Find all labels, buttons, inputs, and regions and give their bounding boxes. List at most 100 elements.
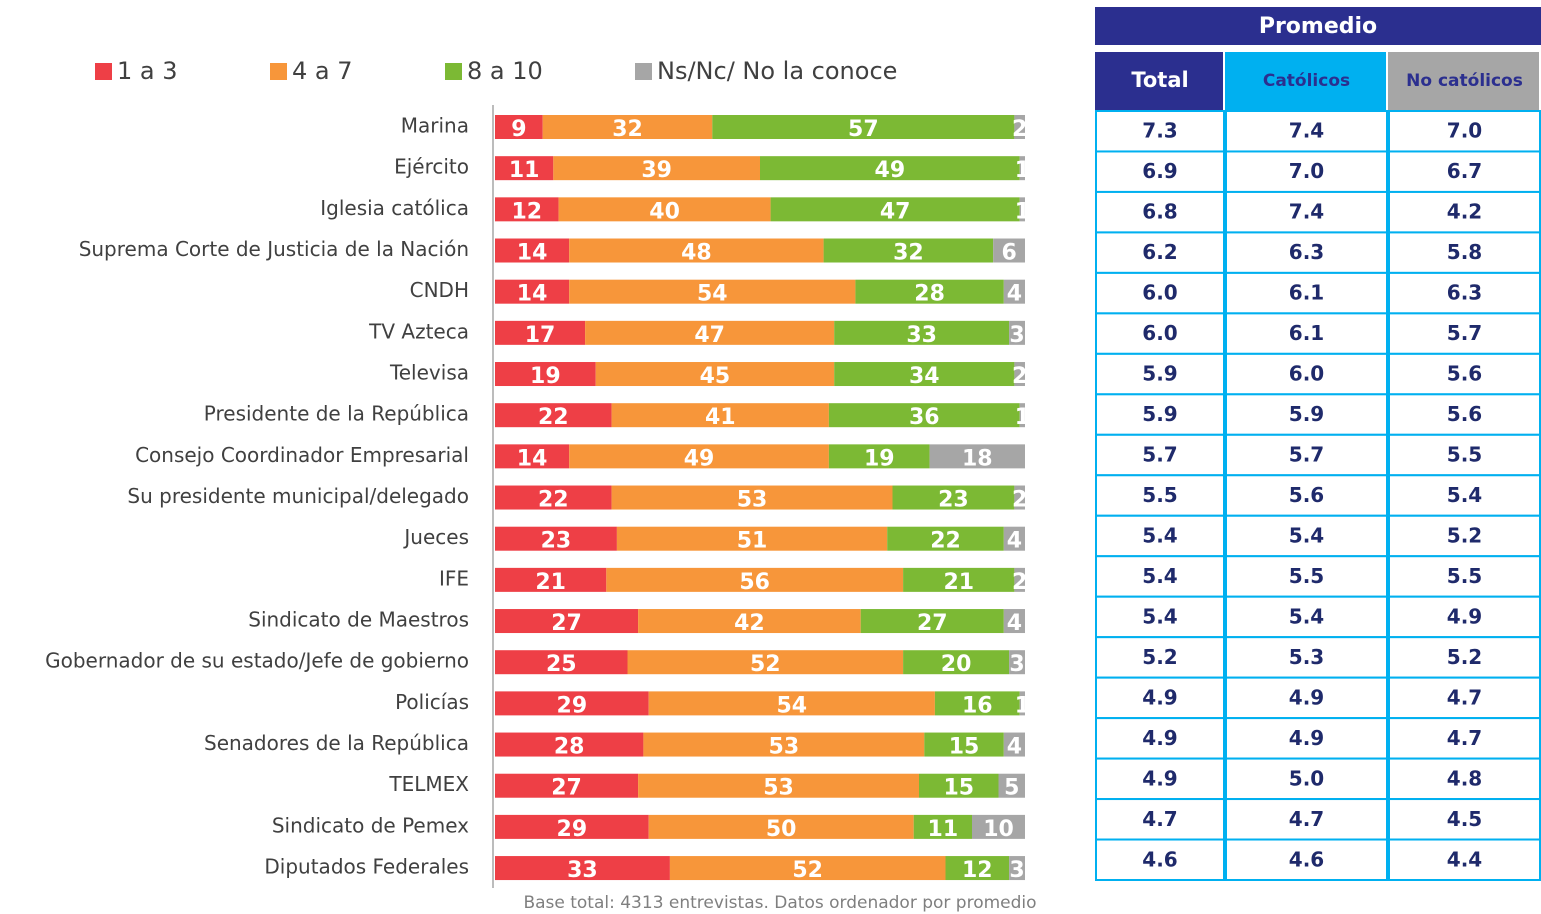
bar-segment bbox=[495, 444, 570, 469]
data-label: 27 bbox=[917, 611, 948, 636]
category-label: Policías bbox=[395, 690, 469, 714]
data-label: 51 bbox=[737, 529, 768, 554]
cell-value: 5.5 bbox=[1447, 564, 1482, 588]
legend-label: Ns/Nc/ No la conoce bbox=[657, 57, 897, 85]
table-cell bbox=[1095, 150, 1225, 193]
bar-segment bbox=[643, 732, 925, 757]
table-cell bbox=[1095, 474, 1225, 517]
category-label: Ejército bbox=[394, 155, 469, 179]
bar-segment bbox=[495, 485, 612, 510]
cell-value: 5.4 bbox=[1142, 523, 1177, 547]
bar-segment bbox=[495, 238, 570, 263]
bar-segment bbox=[913, 814, 972, 839]
legend-label: 4 a 7 bbox=[292, 57, 353, 85]
table-cell bbox=[1388, 676, 1541, 720]
bar-segment bbox=[495, 650, 628, 675]
table-cell bbox=[1388, 150, 1541, 193]
category-label: CNDH bbox=[410, 278, 469, 302]
table-cell bbox=[1095, 717, 1225, 760]
data-label: 56 bbox=[739, 570, 770, 595]
table-cell bbox=[1095, 595, 1225, 639]
bar-segment bbox=[495, 362, 596, 387]
bar-segment bbox=[887, 526, 1004, 551]
data-label: 34 bbox=[909, 364, 940, 389]
cell-value: 6.1 bbox=[1289, 321, 1324, 345]
table-cell bbox=[1388, 514, 1541, 558]
data-label: 29 bbox=[557, 693, 588, 718]
data-label: 4 bbox=[1007, 611, 1022, 636]
data-label: 23 bbox=[541, 529, 572, 554]
legend-swatch bbox=[635, 63, 652, 80]
data-label: 4 bbox=[1007, 735, 1022, 760]
data-label: 15 bbox=[949, 735, 980, 760]
bar-segment bbox=[495, 691, 649, 716]
table-title: Promedio bbox=[1259, 14, 1377, 39]
data-label: 4 bbox=[1007, 529, 1022, 554]
cell-value: 5.9 bbox=[1289, 402, 1324, 426]
cell-value: 7.0 bbox=[1447, 119, 1482, 143]
cell-value: 4.9 bbox=[1289, 685, 1324, 709]
cell-value: 6.2 bbox=[1142, 240, 1177, 264]
category-label: TELMEX bbox=[388, 772, 469, 796]
bar-segment bbox=[972, 814, 1025, 839]
legend-label: 1 a 3 bbox=[117, 57, 178, 85]
cell-value: 5.4 bbox=[1289, 523, 1324, 547]
data-label: 21 bbox=[943, 570, 974, 595]
data-label: 3 bbox=[1009, 858, 1024, 883]
bar-segment bbox=[998, 773, 1025, 798]
bar-segment bbox=[945, 856, 1010, 881]
data-label: 12 bbox=[511, 199, 542, 224]
table-cell bbox=[1225, 190, 1388, 234]
data-label: 53 bbox=[769, 735, 800, 760]
table-cell bbox=[1095, 433, 1225, 477]
bar-segment bbox=[1014, 485, 1025, 510]
data-label: 25 bbox=[546, 652, 577, 677]
bar-segment bbox=[1003, 526, 1025, 551]
cell-value: 6.0 bbox=[1142, 281, 1177, 305]
data-label: 1 bbox=[1015, 405, 1030, 430]
data-label: 20 bbox=[941, 652, 972, 677]
bar-segment bbox=[648, 691, 935, 716]
data-label: 9 bbox=[511, 117, 526, 142]
category-label: Presidente de la República bbox=[204, 402, 469, 426]
bar-segment bbox=[770, 197, 1020, 222]
data-label: 29 bbox=[557, 817, 588, 842]
data-label: 36 bbox=[909, 405, 940, 430]
header-cell bbox=[1388, 52, 1539, 110]
category-label: Consejo Coordinador Empresarial bbox=[135, 443, 469, 467]
bar-segment bbox=[834, 362, 1015, 387]
category-label: Senadores de la República bbox=[204, 731, 469, 755]
bar-segment bbox=[924, 732, 1004, 757]
bar-segment bbox=[903, 567, 1015, 592]
data-label: 1 bbox=[1015, 158, 1030, 183]
cell-value: 6.0 bbox=[1142, 321, 1177, 345]
cell-value: 5.5 bbox=[1142, 483, 1177, 507]
legend-swatch bbox=[270, 63, 287, 80]
cell-value: 4.7 bbox=[1289, 807, 1324, 831]
table-cell bbox=[1388, 393, 1541, 436]
category-label: Iglesia católica bbox=[320, 196, 469, 220]
bar-segment bbox=[1009, 320, 1025, 345]
table-cell bbox=[1095, 231, 1225, 274]
bar-segment bbox=[1009, 650, 1025, 675]
bar-segment bbox=[1009, 856, 1025, 881]
data-label: 54 bbox=[776, 693, 807, 718]
table-cell bbox=[1388, 312, 1541, 355]
category-label: Su presidente municipal/delegado bbox=[127, 484, 469, 508]
data-label: 2 bbox=[1012, 488, 1027, 513]
bar-segment bbox=[495, 732, 644, 757]
cell-value: 5.8 bbox=[1447, 240, 1482, 264]
table-cell bbox=[1225, 271, 1388, 315]
data-label: 45 bbox=[700, 364, 731, 389]
table-cell bbox=[1225, 595, 1388, 639]
bar-segment bbox=[495, 279, 570, 304]
cell-value: 6.7 bbox=[1447, 159, 1482, 183]
bar-segment bbox=[1003, 609, 1025, 634]
cell-value: 5.6 bbox=[1289, 483, 1324, 507]
cell-value: 5.4 bbox=[1289, 604, 1324, 628]
bar-segment bbox=[569, 444, 829, 469]
table-cell bbox=[1225, 110, 1388, 153]
data-label: 47 bbox=[880, 199, 911, 224]
table-cell bbox=[1225, 514, 1388, 558]
table-cell bbox=[1388, 352, 1541, 396]
